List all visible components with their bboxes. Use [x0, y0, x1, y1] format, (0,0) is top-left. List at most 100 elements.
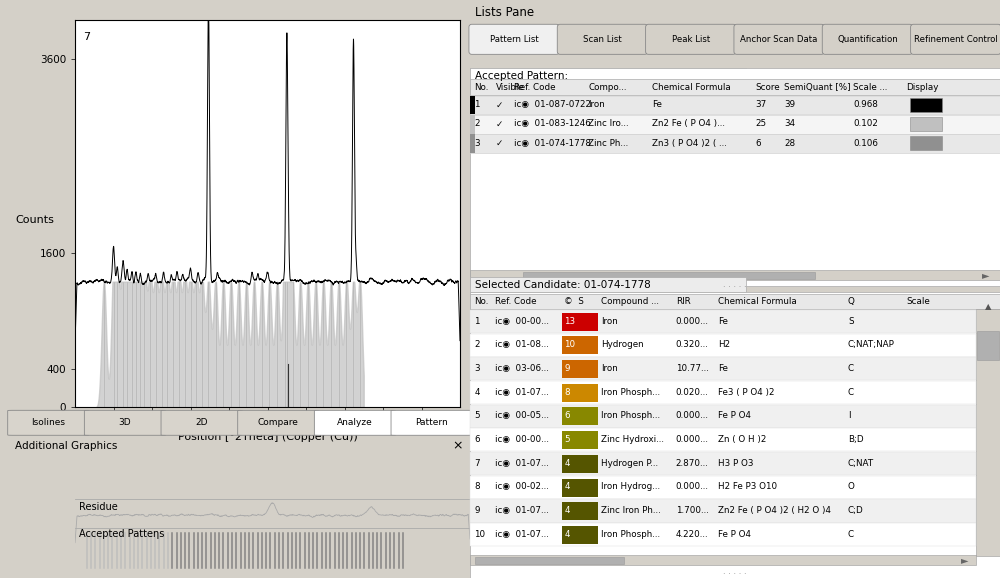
Text: 39: 39	[784, 101, 795, 109]
Bar	[470, 79, 1000, 95]
Text: 3: 3	[474, 139, 480, 147]
Bar	[910, 117, 942, 131]
Text: ic◉  00-05...: ic◉ 00-05...	[495, 412, 549, 420]
Text: ▲: ▲	[985, 302, 992, 311]
Text: C: C	[848, 388, 854, 397]
Text: Chemical Formula: Chemical Formula	[652, 83, 731, 92]
Text: Counts: Counts	[15, 214, 54, 225]
Text: ic◉  01-07...: ic◉ 01-07...	[495, 459, 549, 468]
Bar	[562, 526, 598, 544]
Text: 8: 8	[564, 388, 570, 397]
FancyBboxPatch shape	[391, 410, 472, 435]
Text: Iron Hydrog...: Iron Hydrog...	[601, 483, 661, 491]
Text: H2 Fe P3 O10: H2 Fe P3 O10	[718, 483, 777, 491]
Text: Accepted Pattern:: Accepted Pattern:	[475, 71, 568, 81]
Text: 2D: 2D	[195, 418, 208, 427]
Text: 6: 6	[755, 139, 761, 147]
Text: ic◉  00-00...: ic◉ 00-00...	[495, 317, 549, 325]
Text: Accepted Patteηs: Accepted Patteηs	[79, 529, 164, 539]
Text: Compo...: Compo...	[588, 83, 627, 92]
Text: ic◉  01-08...: ic◉ 01-08...	[495, 340, 549, 349]
Text: . . . . .: . . . . .	[723, 566, 747, 576]
Text: Quantification: Quantification	[837, 35, 898, 45]
FancyBboxPatch shape	[238, 410, 319, 435]
Text: No.: No.	[474, 297, 489, 306]
Text: 0.020...: 0.020...	[676, 388, 709, 397]
Text: Analyze: Analyze	[337, 418, 373, 427]
FancyBboxPatch shape	[734, 24, 824, 54]
Text: C: C	[848, 530, 854, 539]
Bar	[470, 68, 1000, 286]
Text: Iron: Iron	[588, 101, 605, 109]
Text: 0.968: 0.968	[853, 101, 878, 109]
Bar	[910, 136, 942, 150]
Text: 7: 7	[474, 459, 480, 468]
Text: Fe: Fe	[718, 364, 728, 373]
Text: Pattern: Pattern	[415, 418, 448, 427]
Text: ic◉  00-00...: ic◉ 00-00...	[495, 435, 549, 444]
Text: Hydrogen P...: Hydrogen P...	[601, 459, 659, 468]
Text: 2: 2	[474, 340, 480, 349]
Text: Iron Phosph...: Iron Phosph...	[601, 412, 661, 420]
Text: Score: Score	[755, 83, 780, 92]
Text: 3: 3	[474, 364, 480, 373]
Text: 4: 4	[564, 530, 570, 539]
Text: 9: 9	[564, 364, 570, 373]
Text: Iron: Iron	[601, 317, 618, 325]
Bar	[470, 310, 976, 333]
FancyBboxPatch shape	[84, 410, 166, 435]
Bar	[470, 523, 976, 546]
Text: S: S	[848, 317, 854, 325]
Text: Selected Candidate: 01-074-1778: Selected Candidate: 01-074-1778	[475, 280, 651, 290]
Text: 1.700...: 1.700...	[676, 506, 709, 515]
Text: ic◉  03-06...: ic◉ 03-06...	[495, 364, 549, 373]
Text: Chemical Formula: Chemical Formula	[718, 297, 797, 306]
FancyBboxPatch shape	[646, 24, 736, 54]
Text: 0.000...: 0.000...	[676, 412, 709, 420]
Text: 5: 5	[564, 435, 570, 444]
Bar	[976, 309, 1000, 556]
Text: Fe3 ( P O4 )2: Fe3 ( P O4 )2	[718, 388, 775, 397]
Text: 1: 1	[474, 317, 480, 325]
Text: Iron Phosph...: Iron Phosph...	[601, 388, 661, 397]
Bar	[562, 479, 598, 497]
Bar	[470, 476, 976, 499]
FancyBboxPatch shape	[822, 24, 913, 54]
Text: 37: 37	[755, 101, 766, 109]
Text: 0.320...: 0.320...	[676, 340, 709, 349]
Text: 4: 4	[474, 388, 480, 397]
Text: 1: 1	[474, 101, 480, 109]
Text: Zn3 ( P O4 )2 ( ...: Zn3 ( P O4 )2 ( ...	[652, 139, 727, 147]
Text: B;D: B;D	[848, 435, 864, 444]
X-axis label: Position [°2Theta] (Copper (Cu)): Position [°2Theta] (Copper (Cu))	[178, 432, 357, 442]
Text: 6: 6	[474, 435, 480, 444]
Text: Compare: Compare	[258, 418, 299, 427]
Bar	[470, 134, 475, 153]
Text: 9: 9	[474, 506, 480, 515]
Bar	[910, 98, 942, 112]
Text: Peak List: Peak List	[672, 35, 710, 45]
Text: Scale: Scale	[906, 297, 930, 306]
Text: No.: No.	[474, 83, 489, 92]
Text: ✓: ✓	[495, 139, 503, 147]
Text: H3 P O3: H3 P O3	[718, 459, 754, 468]
Bar	[470, 452, 976, 475]
Text: 0.102: 0.102	[853, 120, 878, 128]
Bar	[562, 360, 598, 378]
FancyBboxPatch shape	[911, 24, 1000, 54]
Text: Ref. Code: Ref. Code	[514, 83, 555, 92]
Text: H2: H2	[718, 340, 730, 349]
Bar	[977, 331, 999, 360]
FancyBboxPatch shape	[8, 410, 89, 435]
Text: ©  S: © S	[564, 297, 584, 306]
Text: Iron Phosph...: Iron Phosph...	[601, 530, 661, 539]
Text: Zn2 Fe ( P O4 )2 ( H2 O )4: Zn2 Fe ( P O4 )2 ( H2 O )4	[718, 506, 831, 515]
Bar	[562, 407, 598, 425]
Text: 0.000...: 0.000...	[676, 483, 709, 491]
Text: Pattern List: Pattern List	[490, 35, 539, 45]
Text: Fe P O4: Fe P O4	[718, 412, 751, 420]
Text: 5: 5	[474, 412, 480, 420]
Text: ic◉  01-083-1246: ic◉ 01-083-1246	[514, 120, 591, 128]
Text: ✓: ✓	[495, 120, 503, 128]
Text: 6: 6	[564, 412, 570, 420]
